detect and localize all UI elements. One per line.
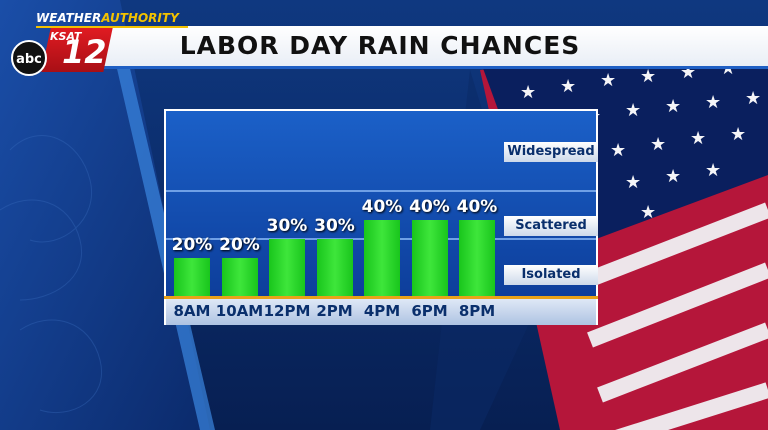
svg-text:★: ★ xyxy=(650,134,666,155)
brand-authority-text: AUTHORITY xyxy=(101,11,179,25)
data-label-2pm: 30% xyxy=(314,216,355,236)
svg-text:★: ★ xyxy=(665,96,681,117)
x-tick-label-8am: 8AM xyxy=(173,302,211,320)
data-label-4pm: 40% xyxy=(361,197,403,217)
bar-10am xyxy=(221,258,258,296)
bar-4pm xyxy=(364,220,400,296)
data-label-12pm: 30% xyxy=(266,216,308,236)
abc-logo: abc xyxy=(11,40,47,76)
data-label-10am: 20% xyxy=(219,235,260,255)
data-label-6pm: 40% xyxy=(409,197,450,217)
svg-text:★: ★ xyxy=(610,140,626,161)
svg-text:★: ★ xyxy=(665,166,681,187)
category-isolated: Isolated xyxy=(504,265,598,285)
svg-text:★: ★ xyxy=(560,76,576,97)
svg-text:★: ★ xyxy=(730,124,746,145)
bar-8pm xyxy=(459,220,495,296)
bar-8am xyxy=(174,258,210,296)
svg-text:★: ★ xyxy=(705,92,721,113)
bar-12pm xyxy=(269,239,305,296)
svg-text:★: ★ xyxy=(520,82,536,103)
bar-6pm xyxy=(411,220,448,296)
x-tick-label-2pm: 2PM xyxy=(316,302,353,320)
svg-text:★: ★ xyxy=(640,202,656,223)
threshold-line-widespread xyxy=(166,190,596,192)
header-bar xyxy=(100,26,768,69)
category-widespread: Widespread xyxy=(504,142,598,162)
svg-text:★: ★ xyxy=(705,160,721,181)
x-tick-label-6pm: 6PM xyxy=(411,302,448,320)
brand-weather-text: WEATHER xyxy=(36,11,102,25)
weather-authority-logo: WEATHERAUTHORITY xyxy=(36,11,179,25)
svg-text:★: ★ xyxy=(625,100,641,121)
svg-text:★: ★ xyxy=(640,66,656,87)
svg-text:★: ★ xyxy=(690,128,706,149)
bar-2pm xyxy=(316,239,353,296)
category-scattered: Scattered xyxy=(504,216,598,236)
svg-text:★: ★ xyxy=(625,172,641,193)
x-tick-label-10am: 10AM xyxy=(215,302,264,320)
brand-underline xyxy=(36,26,188,28)
page-title: LABOR DAY RAIN CHANCES xyxy=(179,31,581,60)
x-tick-label-12pm: 12PM xyxy=(263,302,311,320)
data-label-8pm: 40% xyxy=(456,197,498,217)
svg-text:★: ★ xyxy=(745,88,761,109)
station-name: KSAT xyxy=(50,30,82,43)
x-axis-strip xyxy=(166,299,596,325)
data-label-8am: 20% xyxy=(171,235,213,255)
x-tick-label-8pm: 8PM xyxy=(458,302,496,320)
svg-text:★: ★ xyxy=(600,70,616,91)
channel-number: 12 xyxy=(62,33,107,71)
chart-baseline xyxy=(164,296,598,299)
x-tick-label-4pm: 4PM xyxy=(363,302,401,320)
